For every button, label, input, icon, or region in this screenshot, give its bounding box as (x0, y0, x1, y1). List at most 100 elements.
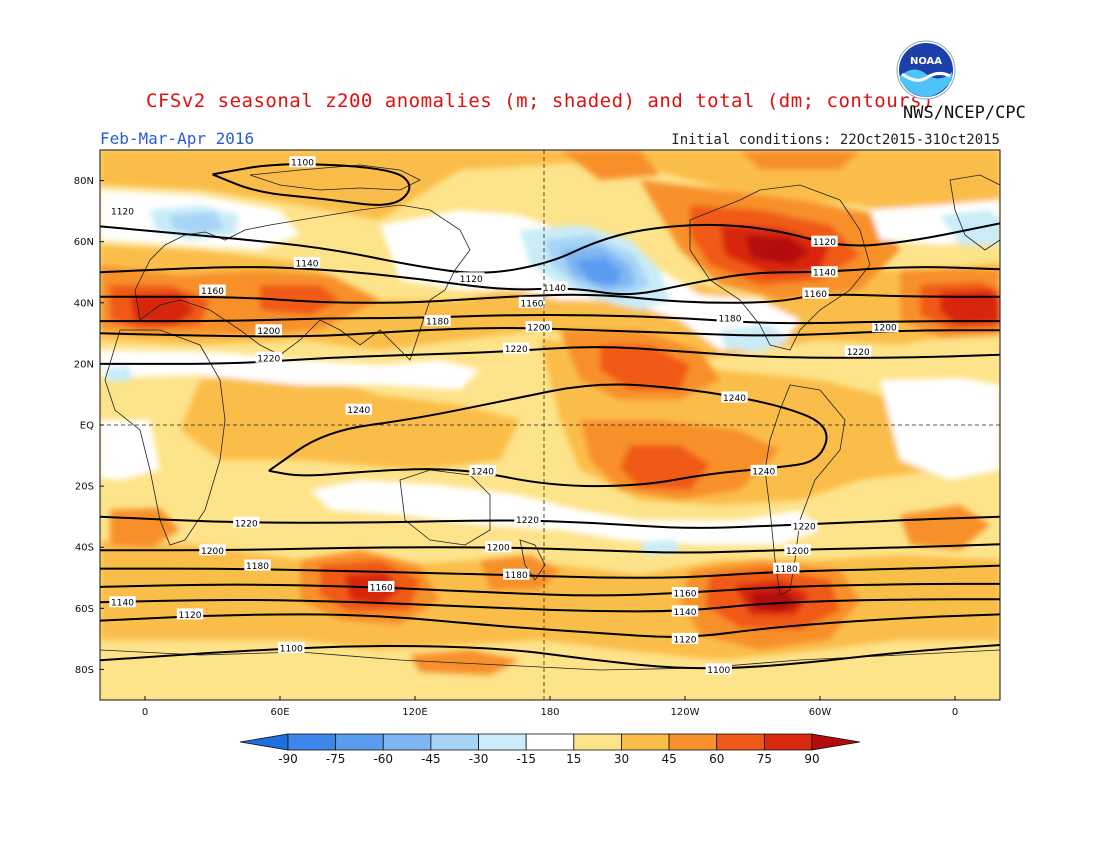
lat-label: 60S (75, 604, 94, 615)
contour-label-bg (109, 205, 136, 217)
contour-label-bg (244, 559, 271, 571)
contour-label: 1200 (527, 324, 550, 334)
lon-label: 120W (671, 707, 700, 718)
contour-1140 (100, 598, 1000, 613)
colorbar-swatch (763, 733, 813, 751)
lon-label: 60W (809, 707, 832, 718)
contour-1100 (212, 163, 411, 206)
contour-label: 1180 (246, 562, 269, 572)
contour-label-bg (716, 312, 744, 324)
contour-label: 1100 (291, 159, 314, 169)
contour-label: 1120 (674, 635, 697, 645)
forecast-period: Feb-Mar-Apr 2016 (100, 129, 255, 148)
colorbar-swatch (335, 733, 384, 751)
contour-label-bg (199, 284, 226, 296)
contour-label-bg (255, 351, 282, 363)
colorbar-high-arrow (811, 733, 861, 751)
colorbar-label: 60 (709, 752, 724, 766)
colorbar-swatch (382, 733, 432, 751)
height-contours: 1100 1100 1120 1120 1140 1140 1160 1160 1180 1180… (100, 156, 1000, 676)
contour-label-bg (671, 587, 699, 599)
colorbar-label: 45 (661, 752, 676, 766)
lat-label: 40S (75, 543, 94, 554)
contour-label-bg (293, 257, 321, 269)
contour-label-bg (345, 403, 372, 415)
agency-label: NWS/NCEP/CPC (903, 103, 1026, 123)
lon-label: 60E (270, 707, 289, 718)
axis-labels: 80N 60N 40N 20N EQ 20S 40S 60S 80S 0 60E 120E 180 120… (74, 176, 958, 718)
contour-label-bg (199, 544, 226, 556)
contour-label-bg (802, 287, 829, 299)
colorbar-label: -30 (469, 752, 489, 766)
contour-label-bg (424, 315, 451, 327)
contour-label-bg (109, 596, 136, 608)
contour-label: 1100 (280, 645, 303, 655)
colorbar-swatch (430, 733, 479, 751)
colorbar-swatch (478, 733, 527, 751)
lat-label: 80N (74, 176, 94, 187)
contour-label: 1120 (179, 611, 202, 621)
contour-label: 1240 (347, 406, 370, 416)
contour-label: 1160 (370, 583, 393, 593)
lon-label: 0 (952, 707, 958, 718)
colorbar: -90 -75 -60 -45 -30 -15 15 30 45 60 75 90 (239, 733, 861, 766)
contour-label-bg (503, 568, 530, 580)
contour-label-bg (233, 516, 260, 528)
contour-label: 1180 (505, 571, 528, 581)
contour-label-bg (671, 605, 699, 617)
contour-label-bg (485, 541, 512, 553)
colorbar-swatch (621, 733, 670, 751)
colorbar-label: -75 (326, 752, 346, 766)
colorbar-label: 30 (614, 752, 629, 766)
contour-label: 1200 (487, 544, 510, 554)
contour-label: 1240 (723, 394, 746, 404)
colorbar-label: -90 (278, 752, 298, 766)
contour-label-bg (278, 642, 305, 654)
contour-label-bg (541, 281, 568, 293)
contour-label: 1120 (813, 238, 836, 248)
colorbar-label: -45 (421, 752, 441, 766)
contour-label: 1160 (804, 290, 827, 300)
lat-label: 60N (74, 237, 94, 248)
contour-label: 1140 (543, 284, 566, 294)
lon-label: 0 (142, 707, 148, 718)
contour-label: 1120 (460, 275, 483, 285)
contour-label-bg (811, 266, 838, 278)
contour-label: 1220 (505, 345, 528, 355)
contour-1120 (100, 222, 1000, 274)
contour-label-bg (872, 321, 899, 333)
lon-label: 120E (402, 707, 427, 718)
contour-label: 1200 (786, 547, 809, 557)
contour-1100 (100, 644, 1000, 670)
colorbar-swatch (287, 733, 337, 751)
contour-label: 1240 (471, 467, 494, 477)
contour-label-bg (289, 156, 316, 168)
contour-label: 1140 (813, 269, 836, 279)
contour-label-bg (514, 513, 541, 525)
contour-label: 1240 (752, 467, 775, 477)
contour-1200 (100, 327, 1000, 338)
lat-label: 80S (75, 665, 94, 676)
contour-label-bg (750, 464, 777, 476)
contour-label: 1220 (847, 348, 870, 358)
contour-label: 1200 (257, 327, 280, 337)
contour-label-bg (721, 391, 748, 403)
colorbar-label: 90 (804, 752, 819, 766)
map-title: CFSv2 seasonal z200 anomalies (m; shaded… (146, 90, 934, 112)
contour-label-bg (176, 608, 204, 620)
initial-conditions: Initial conditions: 22Oct2015-31Oct2015 (671, 132, 1000, 148)
lat-label: 20N (74, 359, 94, 370)
contour-label-bg (525, 321, 552, 333)
contour-label: 1180 (775, 565, 798, 575)
contour-label-bg (791, 519, 818, 531)
lat-label: 40N (74, 298, 94, 309)
contour-label-bg (671, 632, 699, 644)
contour-label-bg (845, 345, 872, 357)
colorbar-label: -60 (373, 752, 393, 766)
lon-label: 180 (540, 707, 559, 718)
lat-label: EQ (80, 421, 94, 432)
contour-label: 1160 (521, 299, 544, 309)
contour-label: 1220 (516, 516, 539, 526)
contour-label-bg (784, 544, 811, 556)
contour-label: 1140 (674, 608, 697, 618)
